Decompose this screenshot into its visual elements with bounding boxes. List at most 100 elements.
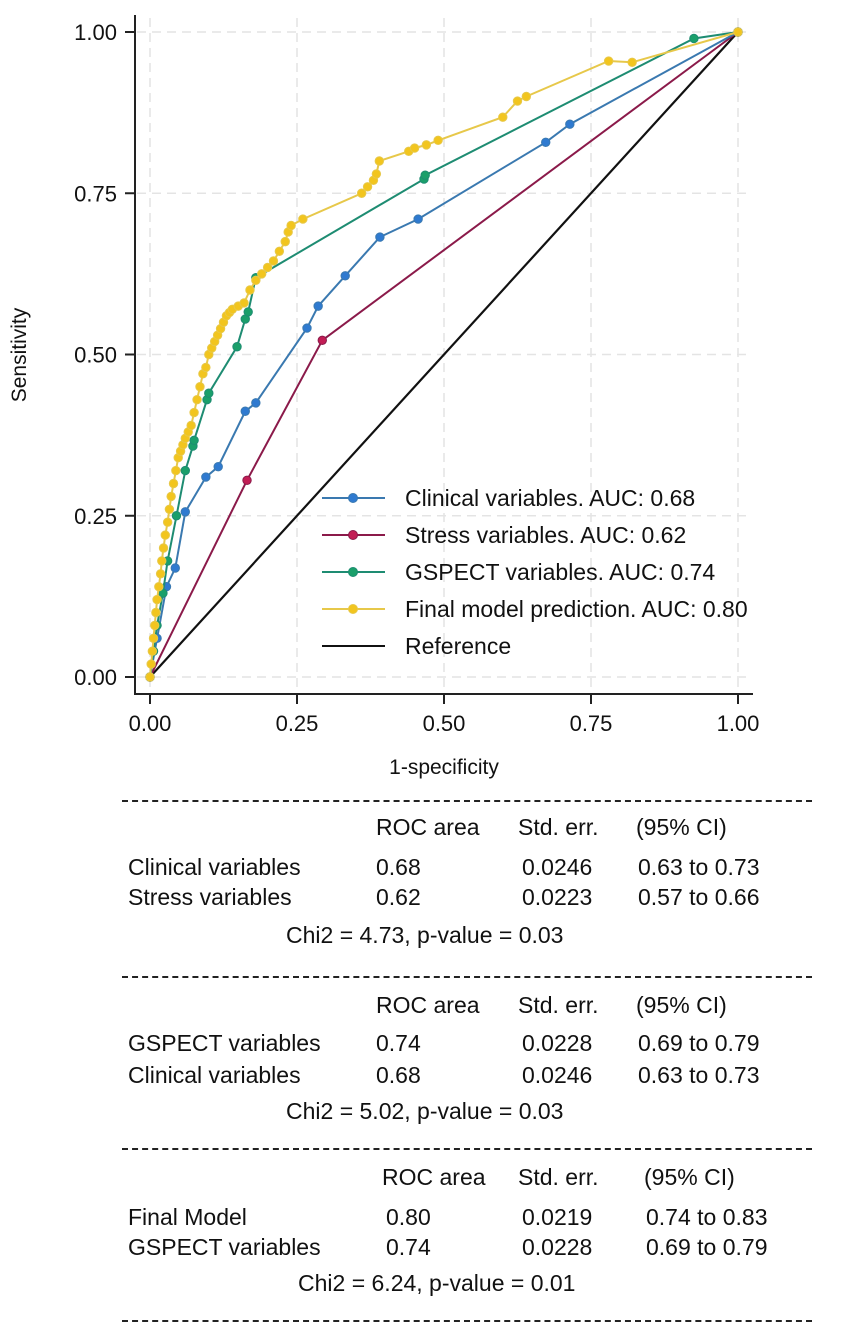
series-final-model-prediction bbox=[145, 27, 743, 682]
legend-label: Stress variables. AUC: 0.62 bbox=[405, 522, 686, 548]
data-point-clinical-variables bbox=[565, 119, 575, 129]
row-roc-area: 0.80 bbox=[386, 1204, 431, 1230]
data-point-final-model-prediction bbox=[148, 633, 159, 643]
data-point-final-model-prediction bbox=[160, 530, 170, 540]
y-ticks: 0.00 0.25 0.50 0.75 1.00 bbox=[74, 20, 135, 690]
data-point-final-model-prediction bbox=[421, 140, 432, 150]
data-point-final-model-prediction bbox=[186, 420, 196, 431]
comparison-block-3: ROC area Std. err. (95% CI) Final Model … bbox=[122, 1150, 812, 1310]
data-point-stress-variables bbox=[242, 475, 252, 485]
data-point-final-model-prediction bbox=[155, 569, 166, 579]
data-point-final-model-prediction bbox=[498, 112, 508, 122]
data-point-final-model-prediction bbox=[168, 478, 179, 489]
data-point-final-model-prediction bbox=[147, 646, 158, 656]
legend-label: GSPECT variables. AUC: 0.74 bbox=[405, 559, 715, 585]
divider bbox=[122, 1320, 812, 1322]
data-point-final-model-prediction bbox=[189, 407, 199, 418]
header-ci: (95% CI) bbox=[644, 1164, 735, 1190]
row-roc-area: 0.68 bbox=[376, 1062, 421, 1088]
data-point-final-model-prediction bbox=[245, 285, 255, 295]
legend-item: Final model prediction. AUC: 0.80 bbox=[322, 596, 748, 622]
data-point-clinical-variables bbox=[170, 563, 180, 573]
row-std-err: 0.0219 bbox=[522, 1204, 593, 1230]
x-tick-label: 0.00 bbox=[129, 711, 172, 736]
data-point-final-model-prediction bbox=[286, 220, 296, 231]
data-point-clinical-variables bbox=[201, 472, 211, 482]
row-roc-area: 0.68 bbox=[376, 854, 421, 880]
row-name: Final Model bbox=[128, 1204, 247, 1230]
row-name: Stress variables bbox=[128, 884, 292, 910]
data-point-final-model-prediction bbox=[239, 298, 249, 308]
x-tick-label: 0.75 bbox=[570, 711, 613, 736]
data-point-final-model-prediction bbox=[146, 659, 156, 669]
row-ci: 0.63 to 0.73 bbox=[638, 854, 760, 880]
legend-label: Clinical variables. AUC: 0.68 bbox=[405, 485, 695, 511]
data-point-final-model-prediction bbox=[171, 465, 181, 476]
y-tick-label: 0.75 bbox=[74, 181, 117, 206]
data-point-final-model-prediction bbox=[280, 236, 290, 247]
data-point-final-model-prediction bbox=[371, 169, 382, 179]
x-tick-label: 0.50 bbox=[423, 711, 466, 736]
legend-item: Reference bbox=[322, 633, 511, 659]
header-roc-area: ROC area bbox=[376, 992, 480, 1018]
header-std-err: Std. err. bbox=[518, 814, 599, 840]
legend-label: Final model prediction. AUC: 0.80 bbox=[405, 596, 748, 622]
data-point-final-model-prediction bbox=[298, 214, 308, 224]
data-point-gspect-variables bbox=[243, 307, 253, 317]
data-point-final-model-prediction bbox=[521, 91, 532, 102]
data-point-final-model-prediction bbox=[158, 543, 169, 553]
data-point-final-model-prediction bbox=[157, 556, 167, 566]
legend-label: Reference bbox=[405, 633, 511, 659]
data-point-gspect-variables bbox=[189, 435, 199, 445]
series-line-stress-variables bbox=[149, 31, 739, 678]
chi2-result: Chi2 = 5.02, p-value = 0.03 bbox=[286, 1098, 564, 1124]
row-roc-area: 0.74 bbox=[386, 1234, 431, 1260]
data-point-clinical-variables bbox=[240, 406, 250, 416]
row-std-err: 0.0228 bbox=[522, 1234, 593, 1260]
header-roc-area: ROC area bbox=[376, 814, 480, 840]
data-point-clinical-variables bbox=[251, 398, 261, 408]
data-point-clinical-variables bbox=[180, 507, 190, 517]
header-roc-area: ROC area bbox=[382, 1164, 486, 1190]
data-point-final-model-prediction bbox=[151, 607, 161, 618]
row-name: Clinical variables bbox=[128, 854, 301, 880]
data-point-final-model-prediction bbox=[362, 182, 373, 192]
data-point-final-model-prediction bbox=[154, 582, 164, 592]
data-point-clinical-variables bbox=[313, 301, 323, 311]
legend-swatch-marker bbox=[348, 567, 358, 577]
y-axis-title: Sensitivity bbox=[8, 307, 31, 402]
data-point-final-model-prediction bbox=[145, 672, 155, 682]
legend-item: GSPECT variables. AUC: 0.74 bbox=[322, 559, 715, 585]
y-tick-label: 0.00 bbox=[74, 665, 117, 690]
row-ci: 0.57 to 0.66 bbox=[638, 884, 760, 910]
data-point-clinical-variables bbox=[302, 323, 312, 333]
divider bbox=[122, 976, 812, 978]
data-point-clinical-variables bbox=[413, 214, 423, 224]
y-tick-label: 1.00 bbox=[74, 20, 117, 45]
row-ci: 0.69 to 0.79 bbox=[646, 1234, 768, 1260]
data-point-final-model-prediction bbox=[274, 246, 285, 257]
header-std-err: Std. err. bbox=[518, 1164, 599, 1190]
data-point-final-model-prediction bbox=[152, 594, 162, 605]
data-point-final-model-prediction bbox=[262, 262, 273, 273]
legend-swatch-marker bbox=[348, 604, 358, 614]
row-std-err: 0.0246 bbox=[522, 854, 593, 880]
data-point-final-model-prediction bbox=[627, 57, 637, 68]
data-point-stress-variables bbox=[317, 335, 327, 346]
row-roc-area: 0.62 bbox=[376, 884, 421, 910]
data-point-final-model-prediction bbox=[356, 188, 367, 198]
row-std-err: 0.0223 bbox=[522, 884, 593, 910]
legend: Clinical variables. AUC: 0.68 Stress vari… bbox=[322, 485, 748, 659]
data-point-gspect-variables bbox=[180, 465, 190, 476]
data-point-gspect-variables bbox=[232, 342, 242, 352]
data-point-final-model-prediction bbox=[251, 275, 261, 286]
data-point-clinical-variables bbox=[541, 137, 551, 147]
header-ci: (95% CI) bbox=[636, 814, 727, 840]
data-point-final-model-prediction bbox=[201, 362, 211, 373]
row-name: GSPECT variables bbox=[128, 1234, 321, 1260]
row-name: Clinical variables bbox=[128, 1062, 301, 1088]
x-axis-title: 1-specificity bbox=[389, 756, 499, 779]
comparison-block-2: ROC area Std. err. (95% CI) GSPECT varia… bbox=[122, 978, 812, 1138]
x-tick-label: 1.00 bbox=[717, 711, 760, 736]
data-point-final-model-prediction bbox=[192, 394, 202, 405]
